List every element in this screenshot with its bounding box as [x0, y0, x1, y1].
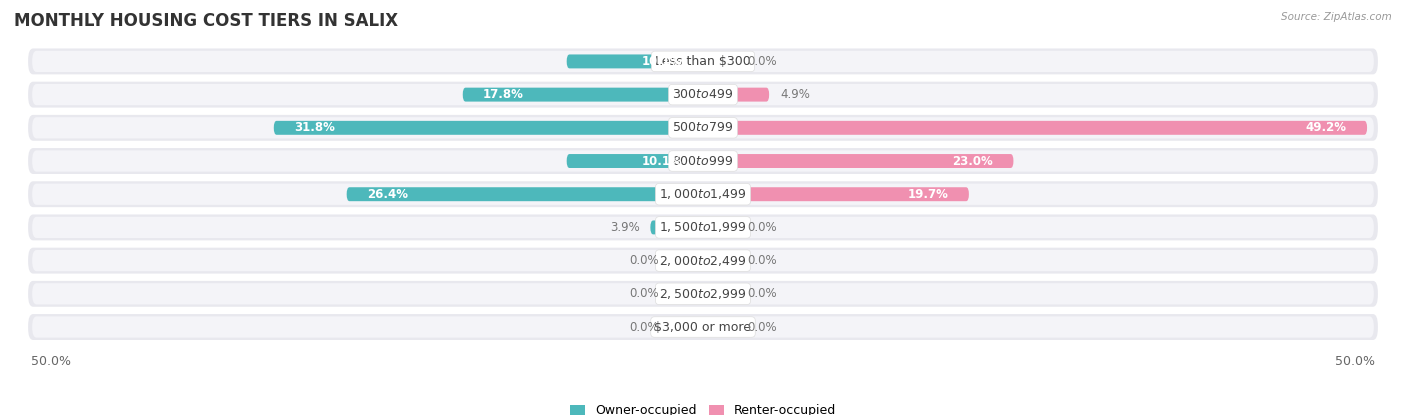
- Text: 17.8%: 17.8%: [484, 88, 524, 101]
- Text: 3.9%: 3.9%: [610, 221, 640, 234]
- FancyBboxPatch shape: [703, 287, 737, 301]
- FancyBboxPatch shape: [703, 154, 1014, 168]
- Text: 0.0%: 0.0%: [748, 287, 778, 300]
- FancyBboxPatch shape: [651, 220, 703, 234]
- FancyBboxPatch shape: [32, 217, 1374, 238]
- Text: 10.1%: 10.1%: [643, 55, 683, 68]
- Text: Less than $300: Less than $300: [655, 55, 751, 68]
- Text: $2,500 to $2,999: $2,500 to $2,999: [659, 287, 747, 301]
- FancyBboxPatch shape: [28, 248, 1378, 273]
- FancyBboxPatch shape: [32, 150, 1374, 172]
- Legend: Owner-occupied, Renter-occupied: Owner-occupied, Renter-occupied: [569, 404, 837, 415]
- FancyBboxPatch shape: [669, 287, 703, 301]
- FancyBboxPatch shape: [28, 281, 1378, 307]
- FancyBboxPatch shape: [703, 187, 969, 201]
- FancyBboxPatch shape: [32, 250, 1374, 271]
- Text: $300 to $499: $300 to $499: [672, 88, 734, 101]
- FancyBboxPatch shape: [28, 148, 1378, 174]
- FancyBboxPatch shape: [28, 115, 1378, 141]
- Text: 26.4%: 26.4%: [367, 188, 408, 201]
- FancyBboxPatch shape: [28, 82, 1378, 107]
- Text: $1,500 to $1,999: $1,500 to $1,999: [659, 220, 747, 234]
- Text: 50.0%: 50.0%: [31, 355, 70, 369]
- FancyBboxPatch shape: [669, 254, 703, 268]
- Text: 0.0%: 0.0%: [628, 254, 658, 267]
- Text: 50.0%: 50.0%: [1336, 355, 1375, 369]
- Text: MONTHLY HOUSING COST TIERS IN SALIX: MONTHLY HOUSING COST TIERS IN SALIX: [14, 12, 398, 30]
- FancyBboxPatch shape: [32, 84, 1374, 105]
- FancyBboxPatch shape: [703, 320, 737, 334]
- Text: 0.0%: 0.0%: [748, 320, 778, 334]
- Text: 4.9%: 4.9%: [780, 88, 810, 101]
- Text: Source: ZipAtlas.com: Source: ZipAtlas.com: [1281, 12, 1392, 22]
- Text: $500 to $799: $500 to $799: [672, 121, 734, 134]
- Text: $3,000 or more: $3,000 or more: [655, 320, 751, 334]
- FancyBboxPatch shape: [703, 254, 737, 268]
- FancyBboxPatch shape: [463, 88, 703, 102]
- Text: 31.8%: 31.8%: [294, 121, 335, 134]
- FancyBboxPatch shape: [32, 283, 1374, 305]
- FancyBboxPatch shape: [32, 51, 1374, 72]
- FancyBboxPatch shape: [703, 54, 737, 68]
- FancyBboxPatch shape: [28, 181, 1378, 207]
- Text: 10.1%: 10.1%: [643, 154, 683, 168]
- FancyBboxPatch shape: [28, 49, 1378, 74]
- FancyBboxPatch shape: [32, 183, 1374, 205]
- Text: 0.0%: 0.0%: [628, 320, 658, 334]
- FancyBboxPatch shape: [567, 154, 703, 168]
- Text: $800 to $999: $800 to $999: [672, 154, 734, 168]
- FancyBboxPatch shape: [703, 88, 769, 102]
- FancyBboxPatch shape: [703, 121, 1367, 135]
- FancyBboxPatch shape: [274, 121, 703, 135]
- Text: 19.7%: 19.7%: [908, 188, 949, 201]
- FancyBboxPatch shape: [669, 320, 703, 334]
- FancyBboxPatch shape: [32, 316, 1374, 338]
- FancyBboxPatch shape: [28, 314, 1378, 340]
- FancyBboxPatch shape: [703, 220, 737, 234]
- Text: 0.0%: 0.0%: [748, 55, 778, 68]
- Text: 0.0%: 0.0%: [748, 221, 778, 234]
- Text: 0.0%: 0.0%: [748, 254, 778, 267]
- Text: $1,000 to $1,499: $1,000 to $1,499: [659, 187, 747, 201]
- Text: 23.0%: 23.0%: [952, 154, 993, 168]
- FancyBboxPatch shape: [28, 215, 1378, 240]
- Text: 49.2%: 49.2%: [1306, 121, 1347, 134]
- FancyBboxPatch shape: [32, 117, 1374, 139]
- Text: 0.0%: 0.0%: [628, 287, 658, 300]
- Text: $2,000 to $2,499: $2,000 to $2,499: [659, 254, 747, 268]
- FancyBboxPatch shape: [567, 54, 703, 68]
- FancyBboxPatch shape: [347, 187, 703, 201]
